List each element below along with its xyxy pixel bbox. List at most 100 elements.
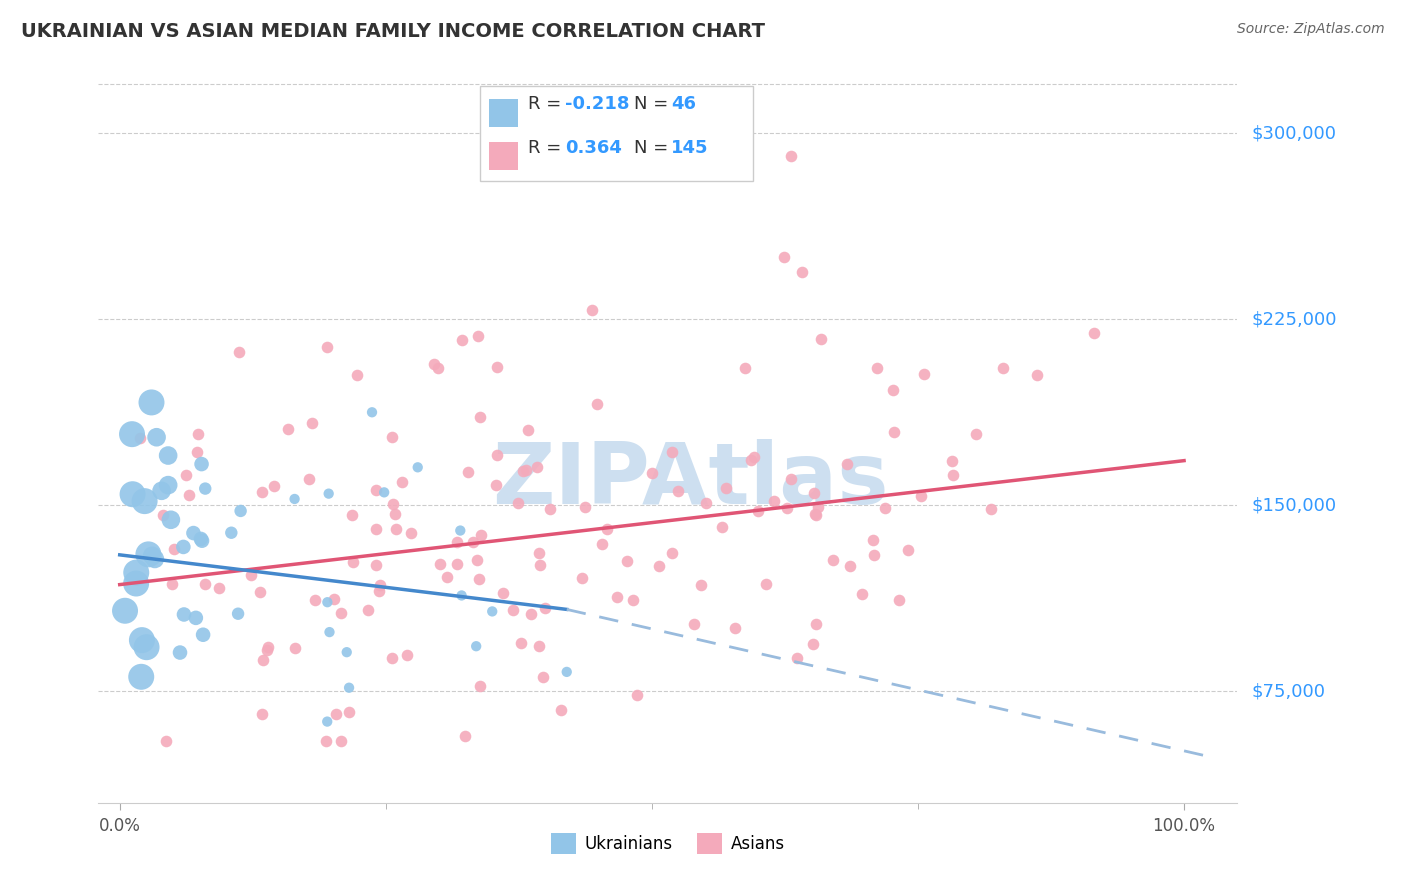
Point [1083,326,1105,340]
Text: $150,000: $150,000 [1251,496,1336,515]
Point [169,646,191,660]
Point [533,600,555,615]
Point [486,448,509,462]
Point [690,578,713,592]
Point [183,526,205,541]
Point [384,508,406,522]
Point [571,571,593,585]
Point [298,472,321,486]
Point [734,361,756,376]
Point [461,535,484,549]
Point [529,545,551,559]
Point [780,472,803,486]
Point [555,665,578,679]
Point [616,554,638,568]
Point [776,501,799,516]
Point [194,482,217,496]
Point [465,639,488,653]
Point [621,593,644,607]
Point [129,431,152,445]
Point [277,422,299,436]
Point [129,670,152,684]
Text: N =: N = [634,139,673,157]
Point [191,533,214,548]
Point [177,488,200,502]
Point [882,384,904,398]
Point [875,501,897,516]
Point [337,705,360,719]
Point [121,427,143,442]
Point [315,734,337,748]
Point [250,485,273,500]
Y-axis label: Median Family Income: Median Family Income [0,351,7,523]
Point [942,467,965,482]
Point [810,332,832,346]
Point [194,577,217,591]
Point [485,359,508,374]
Point [318,625,340,640]
Point [755,577,778,591]
Point [157,449,180,463]
Point [436,570,458,584]
Point [804,507,827,521]
Point [804,616,827,631]
Point [883,425,905,440]
Point [780,149,803,163]
Text: $75,000: $75,000 [1251,682,1326,700]
Text: R =: R = [527,139,567,157]
Point [221,525,243,540]
Point [131,633,153,648]
Point [191,628,214,642]
Point [454,730,477,744]
Point [648,559,671,574]
Point [526,460,548,475]
Point [256,640,278,654]
Text: ZIPAtlas: ZIPAtlas [492,440,889,523]
Point [550,703,572,717]
Point [173,607,195,622]
Point [361,405,384,419]
Point [786,650,808,665]
Point [172,540,194,554]
Point [740,453,762,467]
Point [249,585,271,599]
Point [252,706,274,721]
Point [517,423,540,437]
Point [695,496,717,510]
Point [429,558,451,572]
Point [150,483,173,498]
Point [450,589,472,603]
Point [346,368,368,383]
Point [284,491,307,506]
Point [910,489,932,503]
Point [1026,368,1049,383]
Point [897,542,920,557]
Point [330,734,353,748]
Point [330,606,353,620]
Text: 145: 145 [671,139,709,157]
Point [316,714,339,729]
Point [683,617,706,632]
Text: UKRAINIAN VS ASIAN MEDIAN FAMILY INCOME CORRELATION CHART: UKRAINIAN VS ASIAN MEDIAN FAMILY INCOME … [21,22,765,41]
Point [406,460,429,475]
Point [839,558,862,573]
Point [581,302,603,317]
Point [862,533,884,547]
Point [141,395,163,409]
Point [801,637,824,651]
Point [823,552,845,566]
Point [446,557,468,571]
Point [451,334,474,348]
Point [184,611,207,625]
Point [465,553,488,567]
Point [965,427,987,442]
Point [991,360,1014,375]
Point [381,429,404,443]
Point [866,361,889,376]
Point [229,504,252,518]
Point [186,445,208,459]
Point [529,558,551,572]
Point [468,572,491,586]
Point [381,651,404,665]
Point [515,463,537,477]
